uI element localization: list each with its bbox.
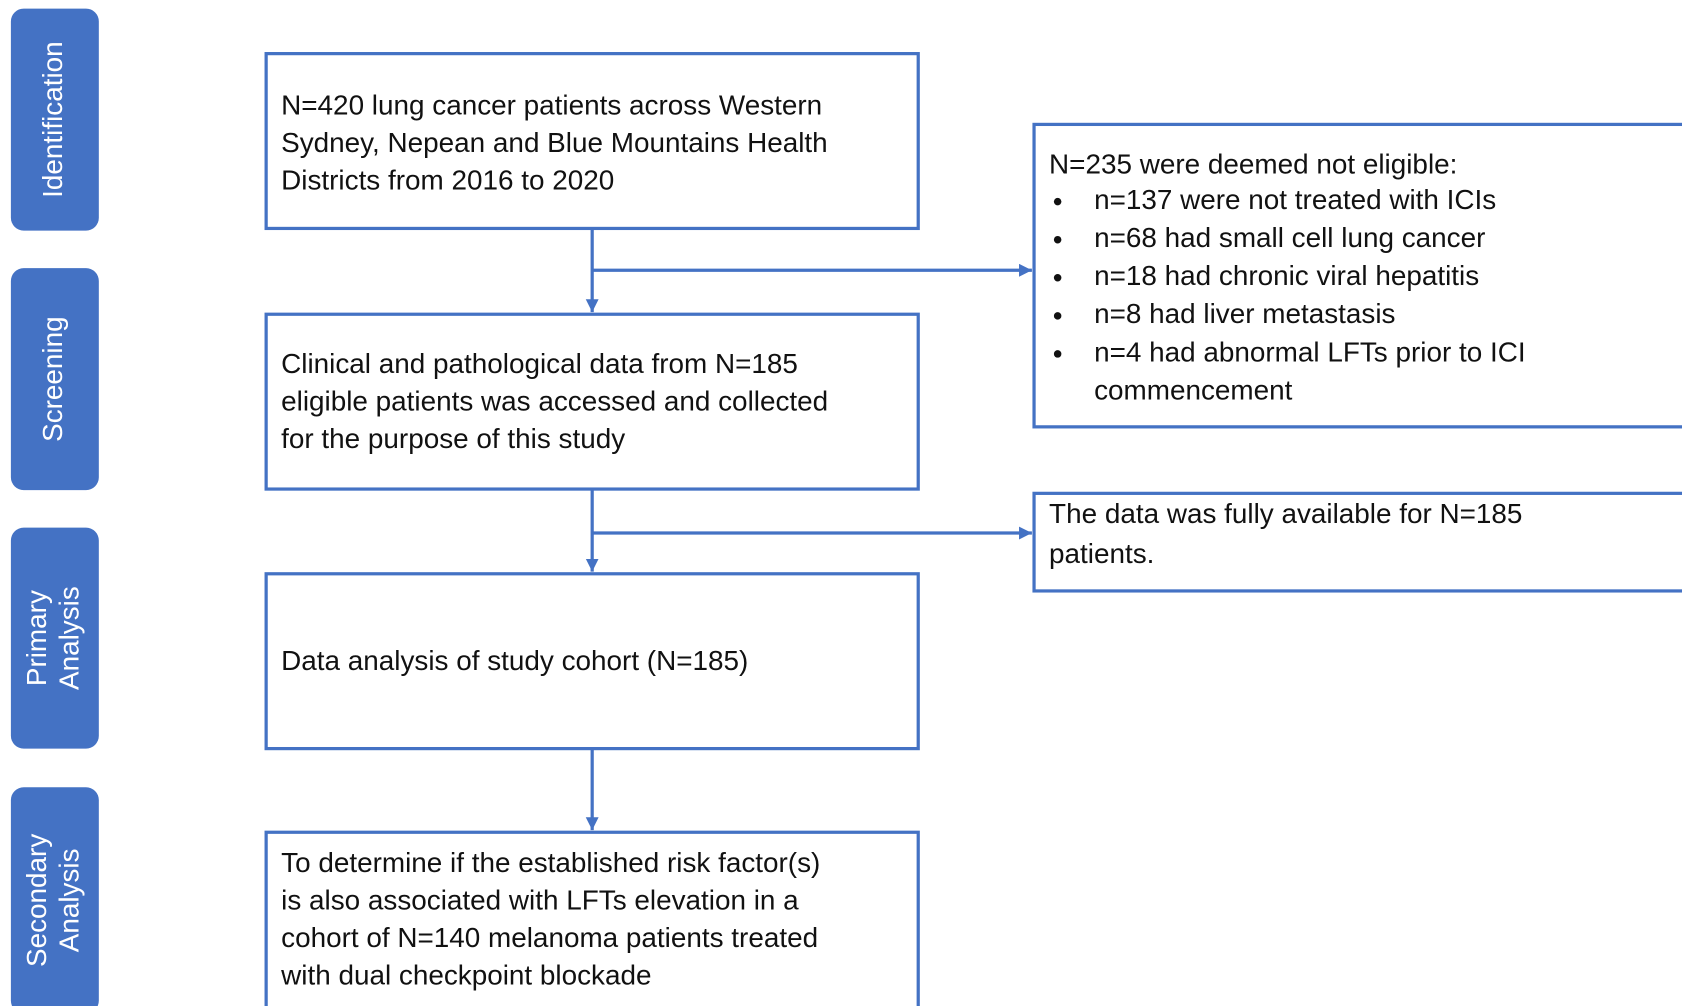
stage-text: Screening <box>37 316 68 442</box>
bullet <box>1053 235 1062 244</box>
box-text: Districts from 2016 to 2020 <box>281 165 614 196</box>
box-text: is also associated with LFTs elevation i… <box>281 884 799 915</box>
note-box <box>1032 491 1682 593</box>
bullet <box>1053 197 1062 206</box>
box-text: patients. <box>1049 538 1154 569</box>
box-text: for the purpose of this study <box>281 423 625 454</box>
stage-label: Screening <box>37 316 68 442</box>
stage-text: Identification <box>37 41 68 198</box>
stage-label: Identification <box>37 41 68 198</box>
box-text: eligible patients was accessed and colle… <box>281 386 828 417</box>
box-heading: N=235 were deemed not eligible: <box>1049 149 1457 180</box>
box-text: N=420 lung cancer patients across Wester… <box>281 90 822 121</box>
stage-label: Primary Analysis <box>21 586 84 690</box>
process-box <box>264 312 920 491</box>
stage-text: Analysis <box>53 848 84 952</box>
bullet-text: n=18 had chronic viral hepatitis <box>1094 260 1479 291</box>
process-box <box>264 572 920 751</box>
bullet <box>1053 274 1062 282</box>
box-text: Sydney, Nepean and Blue Mountains Health <box>281 127 828 158</box>
stage-tab <box>10 787 99 1006</box>
exclusion-box <box>1032 122 1682 429</box>
stage-text: Analysis <box>53 586 84 690</box>
bullet-text: n=68 had small cell lung cancer <box>1094 222 1485 253</box>
bullet <box>1053 312 1062 320</box>
process-box <box>264 52 920 231</box>
bullet-text: commencement <box>1094 374 1293 405</box>
bullet-text: n=137 were not treated with ICIs <box>1094 184 1496 215</box>
stage-tab <box>10 8 99 231</box>
bullet-text: n=4 had abnormal LFTs prior to ICI <box>1094 336 1526 367</box>
bullet <box>1053 350 1062 358</box>
stage-text: Primary <box>21 590 52 686</box>
stage-tab <box>10 268 99 491</box>
box-text: Data analysis of study cohort (N=185) <box>281 645 748 676</box>
box-text: cohort of N=140 melanoma patients treate… <box>281 922 818 953</box>
bullet-text: n=8 had liver metastasis <box>1094 298 1395 329</box>
stage-label: Secondary Analysis <box>21 834 84 967</box>
box-text: To determine if the established risk fac… <box>281 847 820 878</box>
box-text: Clinical and pathological data from N=18… <box>281 348 798 379</box>
box-text: with dual checkpoint blockade <box>280 959 651 990</box>
box-text: The data was fully available for N=185 <box>1049 498 1522 529</box>
stage-text: Secondary <box>21 834 52 967</box>
stage-tab <box>10 527 99 749</box>
process-box <box>264 830 920 1006</box>
